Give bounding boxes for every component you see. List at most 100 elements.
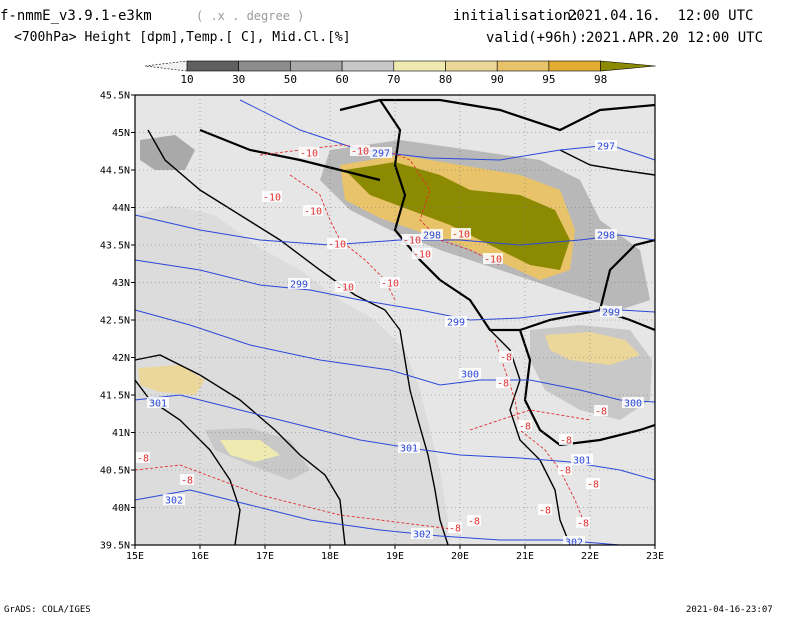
projection-label: ( .x . degree ) (196, 9, 305, 23)
lon-label: 15E (126, 551, 144, 562)
footer-left: GrADS: COLA/IGES (4, 605, 91, 615)
temp-label-bg (180, 474, 194, 485)
height-label: 299 (290, 280, 308, 291)
colorbar-segment (238, 60, 291, 72)
lon-label: 21E (516, 551, 534, 562)
height-label: 301 (400, 444, 418, 455)
temp-label-bg (136, 452, 150, 463)
height-label: 302 (565, 538, 583, 549)
temp-label: -10 (304, 207, 322, 218)
temp-label: -8 (468, 517, 480, 528)
height-label: 297 (597, 142, 615, 153)
cloud-field-northwest (140, 135, 195, 170)
lon-label: 22E (581, 551, 599, 562)
valid-label: valid(+96h): (486, 30, 588, 46)
temp-label-bg (380, 277, 400, 288)
colorbar-label: 10 (180, 73, 193, 86)
temp-label-bg (303, 205, 323, 216)
height-label: 298 (423, 231, 441, 242)
temp-label-bg (586, 478, 600, 489)
height-label-bg (411, 528, 433, 539)
init-label: initialisation: (453, 8, 580, 24)
height-label-bg (600, 306, 622, 317)
model-title: f-nmmE_v3.9.1-e3km (0, 8, 152, 24)
lon-label: 17E (256, 551, 274, 562)
height-label: 299 (602, 308, 620, 319)
temp-label: -8 (519, 422, 531, 433)
colorbar-segment (186, 60, 240, 72)
longitude-axis: 15E 16E 17E 18E 19E 20E 21E 22E 23E (126, 545, 664, 562)
height-label-bg (459, 368, 481, 379)
height-label: 297 (372, 149, 390, 160)
height-label: 301 (149, 399, 167, 410)
temp-label: -10 (351, 147, 369, 158)
cloud-field-south-yellow (545, 332, 640, 365)
height-labels: 297 297 298 298 299 299 299 300 300 301 301 301 302 3… (147, 140, 644, 549)
colorbar-label: 90 (491, 73, 504, 86)
temperature-labels: -10-10-10-10-10-10-10-10 -10-10-10-8-8-8-… (136, 145, 608, 535)
lon-label: 19E (386, 551, 404, 562)
temp-label: -10 (484, 255, 502, 266)
height-label-bg (163, 494, 185, 505)
temp-label-bg (335, 281, 355, 292)
height-label-bg (288, 278, 310, 289)
lat-label: 44.5N (100, 166, 130, 177)
lat-label: 45.5N (100, 91, 130, 102)
colorbar-label: 70 (387, 73, 400, 86)
colorbar-label: 30 (232, 73, 245, 86)
temp-label: -8 (181, 476, 193, 487)
cloud-field-italy-north (138, 365, 205, 395)
footer-right: 2021-04-16-23:07 (686, 605, 773, 615)
temp-label-bg (538, 504, 552, 515)
colorbar-segment (496, 60, 550, 72)
height-label-bg (445, 316, 467, 327)
temp-label: -8 (497, 379, 509, 390)
variables-subtitle: <700hPa> Height [dpm],Temp.[ C], Mid.Cl.… (14, 30, 351, 45)
temp-label: -10 (263, 193, 281, 204)
height-label: 302 (165, 496, 183, 507)
lat-label: 40.5N (100, 466, 130, 477)
colorbar-segment (290, 60, 343, 72)
temp-label-bg (412, 248, 432, 259)
valid-value: 2021.APR.20 12:00 UTC (586, 30, 764, 46)
colorbar-segment (445, 60, 498, 72)
cloud-field-italy-south-yellow (220, 440, 280, 462)
height-label: 301 (573, 456, 591, 467)
latitude-axis: 45.5N 45N 44.5N 44N 43.5N 43N 42.5N 42N 41.5N 41N… (100, 91, 135, 552)
map-area: 297 297 298 298 299 299 299 300 300 301 301 301 302 3… (134, 94, 656, 549)
height-label: 300 (461, 370, 479, 381)
temp-label: -8 (577, 519, 589, 530)
lat-label: 42.5N (100, 316, 130, 327)
colorbar-segment (341, 60, 395, 72)
temp-label: -8 (559, 466, 571, 477)
temp-label: -10 (300, 149, 318, 160)
lat-label: 43N (112, 278, 130, 289)
temp-label-bg (402, 234, 422, 245)
temp-label: -8 (500, 353, 512, 364)
temp-label: -10 (413, 250, 431, 261)
cloud-field-olive (345, 162, 570, 270)
temp-label: -8 (137, 454, 149, 465)
height-label-bg (370, 147, 392, 158)
colorbar-label: 60 (335, 73, 348, 86)
temp-label-bg (451, 228, 471, 239)
temp-label-bg (467, 515, 481, 526)
colorbar-label: 98 (594, 73, 607, 86)
lat-label: 43.5N (100, 241, 130, 252)
temp-label-bg (299, 147, 319, 158)
lon-label: 23E (646, 551, 664, 562)
temp-label-bg (327, 238, 347, 249)
temp-label-bg (483, 253, 503, 264)
temp-label: -8 (587, 480, 599, 491)
cloud-fields (138, 135, 652, 480)
lat-label: 40N (112, 503, 130, 514)
colorbar: 10 30 50 60 70 80 90 95 98 (144, 60, 656, 86)
lat-label: 39.5N (100, 541, 130, 552)
colorbar-label: 80 (439, 73, 452, 86)
temp-label-bg (350, 145, 370, 156)
temp-label-bg (558, 464, 572, 475)
temp-label-bg (518, 420, 532, 431)
temp-label-bg (448, 522, 462, 533)
lat-label: 45N (112, 128, 130, 139)
